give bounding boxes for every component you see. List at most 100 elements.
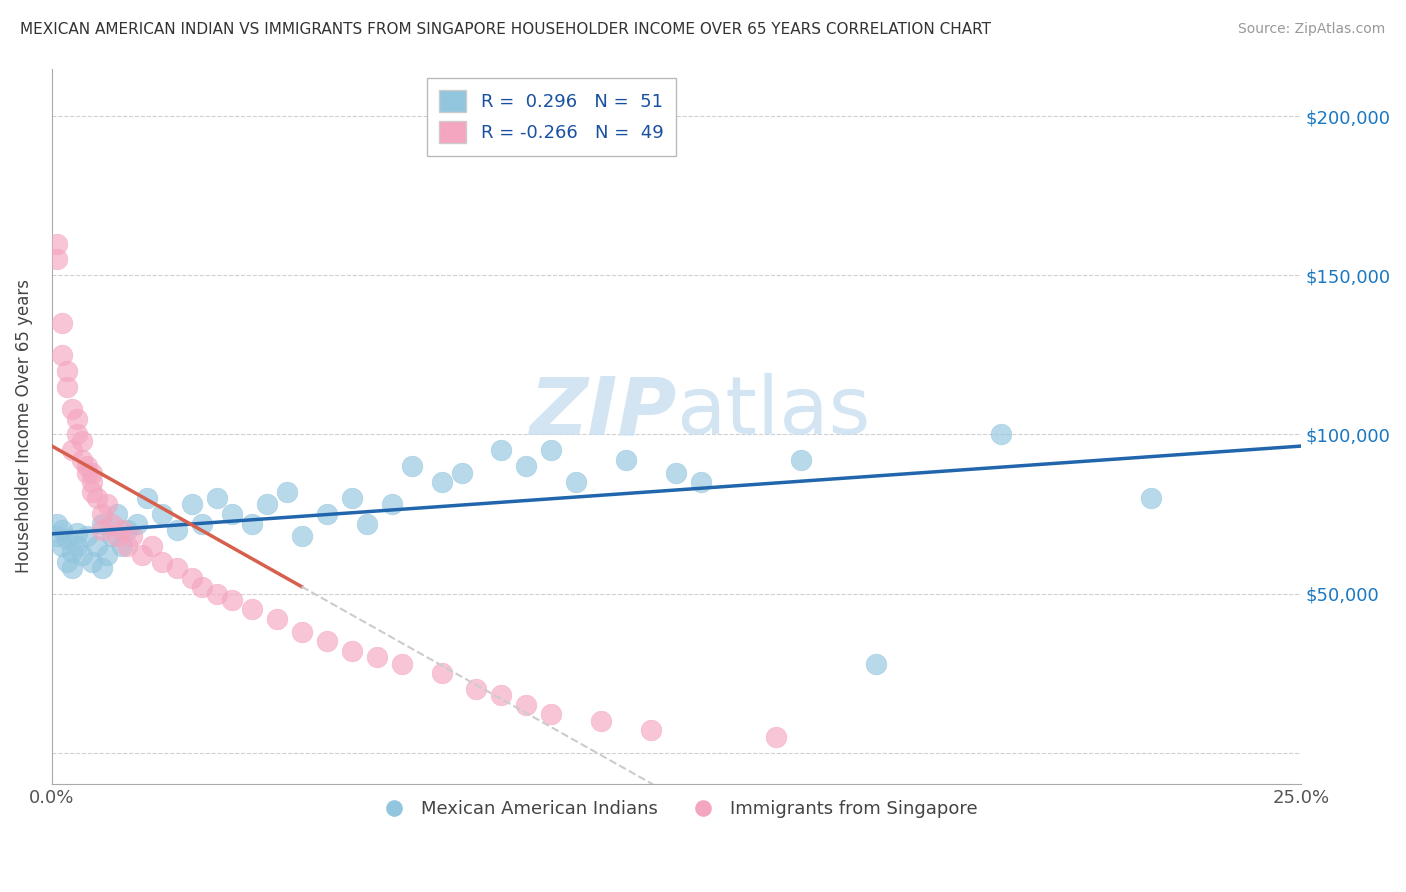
- Point: [90, 516, 112, 531]
- Point: [66, 539, 89, 553]
- Text: ZIP: ZIP: [529, 373, 676, 451]
- Point: [51, 348, 73, 362]
- Point: [465, 681, 488, 696]
- Point: [80, 466, 103, 480]
- Point: [380, 498, 402, 512]
- Point: [221, 593, 243, 607]
- Point: [76, 466, 98, 480]
- Point: [391, 657, 413, 671]
- Point: [180, 571, 202, 585]
- Point: [51, 539, 73, 553]
- Point: [51, 523, 73, 537]
- Point: [90, 561, 112, 575]
- Point: [1140, 491, 1163, 505]
- Point: [121, 529, 143, 543]
- Point: [100, 516, 122, 531]
- Point: [356, 516, 378, 531]
- Point: [70, 549, 93, 563]
- Point: [291, 529, 314, 543]
- Point: [80, 555, 103, 569]
- Point: [135, 491, 157, 505]
- Point: [515, 698, 537, 712]
- Point: [616, 453, 638, 467]
- Point: [315, 507, 337, 521]
- Point: [640, 723, 662, 738]
- Point: [86, 491, 108, 505]
- Text: MEXICAN AMERICAN INDIAN VS IMMIGRANTS FROM SINGAPORE HOUSEHOLDER INCOME OVER 65 : MEXICAN AMERICAN INDIAN VS IMMIGRANTS FR…: [20, 22, 991, 37]
- Point: [96, 549, 118, 563]
- Point: [55, 555, 77, 569]
- Point: [131, 549, 153, 563]
- Point: [100, 529, 122, 543]
- Point: [166, 561, 188, 575]
- Point: [540, 707, 562, 722]
- Point: [240, 602, 263, 616]
- Point: [990, 427, 1012, 442]
- Point: [115, 539, 138, 553]
- Point: [60, 545, 83, 559]
- Point: [86, 539, 108, 553]
- Point: [60, 401, 83, 416]
- Point: [315, 634, 337, 648]
- Point: [55, 380, 77, 394]
- Point: [205, 491, 228, 505]
- Point: [266, 612, 288, 626]
- Point: [80, 475, 103, 490]
- Point: [166, 523, 188, 537]
- Point: [105, 529, 128, 543]
- Point: [765, 730, 787, 744]
- Point: [340, 644, 363, 658]
- Point: [366, 650, 388, 665]
- Point: [565, 475, 588, 490]
- Point: [141, 539, 163, 553]
- Point: [60, 561, 83, 575]
- Point: [45, 516, 67, 531]
- Point: [111, 539, 134, 553]
- Point: [790, 453, 813, 467]
- Point: [105, 507, 128, 521]
- Point: [125, 516, 148, 531]
- Point: [180, 498, 202, 512]
- Point: [96, 498, 118, 512]
- Point: [291, 624, 314, 639]
- Point: [150, 507, 173, 521]
- Point: [401, 459, 423, 474]
- Point: [55, 533, 77, 547]
- Point: [76, 529, 98, 543]
- Point: [80, 484, 103, 499]
- Point: [591, 714, 613, 728]
- Point: [240, 516, 263, 531]
- Point: [51, 316, 73, 330]
- Point: [515, 459, 537, 474]
- Point: [90, 523, 112, 537]
- Point: [45, 236, 67, 251]
- Point: [45, 252, 67, 267]
- Point: [276, 484, 298, 499]
- Point: [491, 689, 513, 703]
- Point: [256, 498, 278, 512]
- Point: [221, 507, 243, 521]
- Point: [205, 586, 228, 600]
- Point: [70, 453, 93, 467]
- Point: [190, 580, 212, 594]
- Point: [111, 523, 134, 537]
- Point: [430, 666, 453, 681]
- Point: [115, 523, 138, 537]
- Point: [150, 555, 173, 569]
- Point: [66, 526, 89, 541]
- Point: [340, 491, 363, 505]
- Text: atlas: atlas: [676, 373, 870, 451]
- Point: [66, 427, 89, 442]
- Point: [70, 434, 93, 448]
- Y-axis label: Householder Income Over 65 years: Householder Income Over 65 years: [15, 279, 32, 574]
- Point: [55, 364, 77, 378]
- Point: [665, 466, 688, 480]
- Point: [865, 657, 887, 671]
- Point: [66, 411, 89, 425]
- Point: [540, 443, 562, 458]
- Point: [90, 507, 112, 521]
- Point: [60, 443, 83, 458]
- Text: Source: ZipAtlas.com: Source: ZipAtlas.com: [1237, 22, 1385, 37]
- Point: [450, 466, 472, 480]
- Point: [190, 516, 212, 531]
